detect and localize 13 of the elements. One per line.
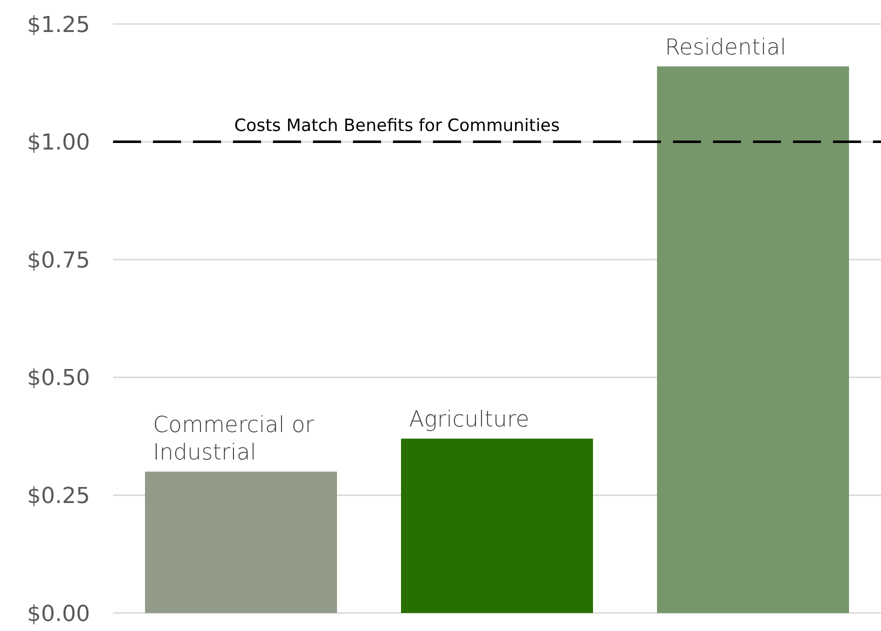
x-tick-label: Agriculture	[409, 408, 530, 433]
bar	[145, 472, 337, 613]
x-tick-label: Commercial or Industrial	[153, 413, 316, 466]
y-tick-label: $0.50	[27, 366, 90, 392]
bar	[657, 66, 849, 613]
y-tick-label: $1.00	[27, 130, 90, 156]
ref-line-label: Costs Match Benefits for Communities	[234, 116, 560, 136]
x-tick-label: Residential	[665, 35, 786, 60]
y-tick-label: $1.25	[27, 12, 90, 38]
y-tick-label: $0.75	[27, 248, 90, 274]
y-tick-label: $0.00	[27, 602, 90, 627]
y-tick-label: $0.25	[27, 484, 90, 510]
bar	[401, 438, 593, 613]
